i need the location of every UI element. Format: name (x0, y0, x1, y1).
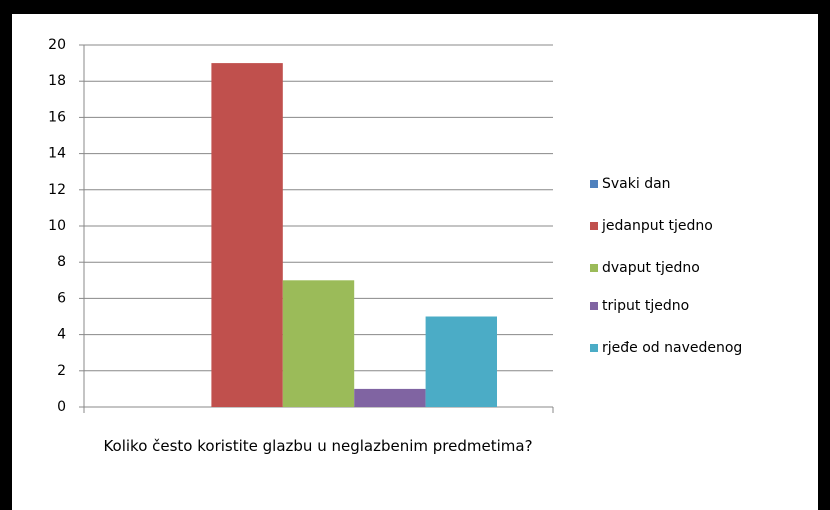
bar (211, 63, 283, 407)
legend-label: Svaki dan (602, 176, 671, 192)
legend-swatch (590, 222, 598, 230)
bar (425, 316, 497, 407)
legend-label: jedanput tjedno (601, 218, 713, 234)
y-tick-label: 8 (57, 254, 66, 270)
y-tick-label: 4 (57, 327, 66, 343)
y-tick-label: 6 (57, 290, 66, 306)
y-tick-label: 16 (48, 109, 66, 125)
legend-swatch (590, 180, 598, 188)
bar (354, 388, 426, 407)
legend-swatch (590, 344, 598, 352)
legend-label: rjeđe od navedenog (602, 340, 742, 356)
category-label: Koliko često koristite glazbu u neglazbe… (103, 437, 533, 455)
y-tick-label: 18 (48, 73, 66, 89)
y-tick-label: 12 (48, 182, 66, 198)
legend-label: triput tjedno (602, 298, 689, 314)
y-tick-label: 20 (48, 37, 66, 53)
bar (282, 280, 355, 407)
legend-swatch (590, 264, 598, 272)
legend-swatch (590, 302, 598, 310)
y-tick-label: 14 (48, 146, 66, 162)
y-tick-label: 0 (57, 399, 66, 415)
y-tick-label: 10 (48, 218, 66, 234)
y-tick-label: 2 (57, 363, 66, 379)
legend-label: dvaput tjedno (602, 260, 700, 276)
